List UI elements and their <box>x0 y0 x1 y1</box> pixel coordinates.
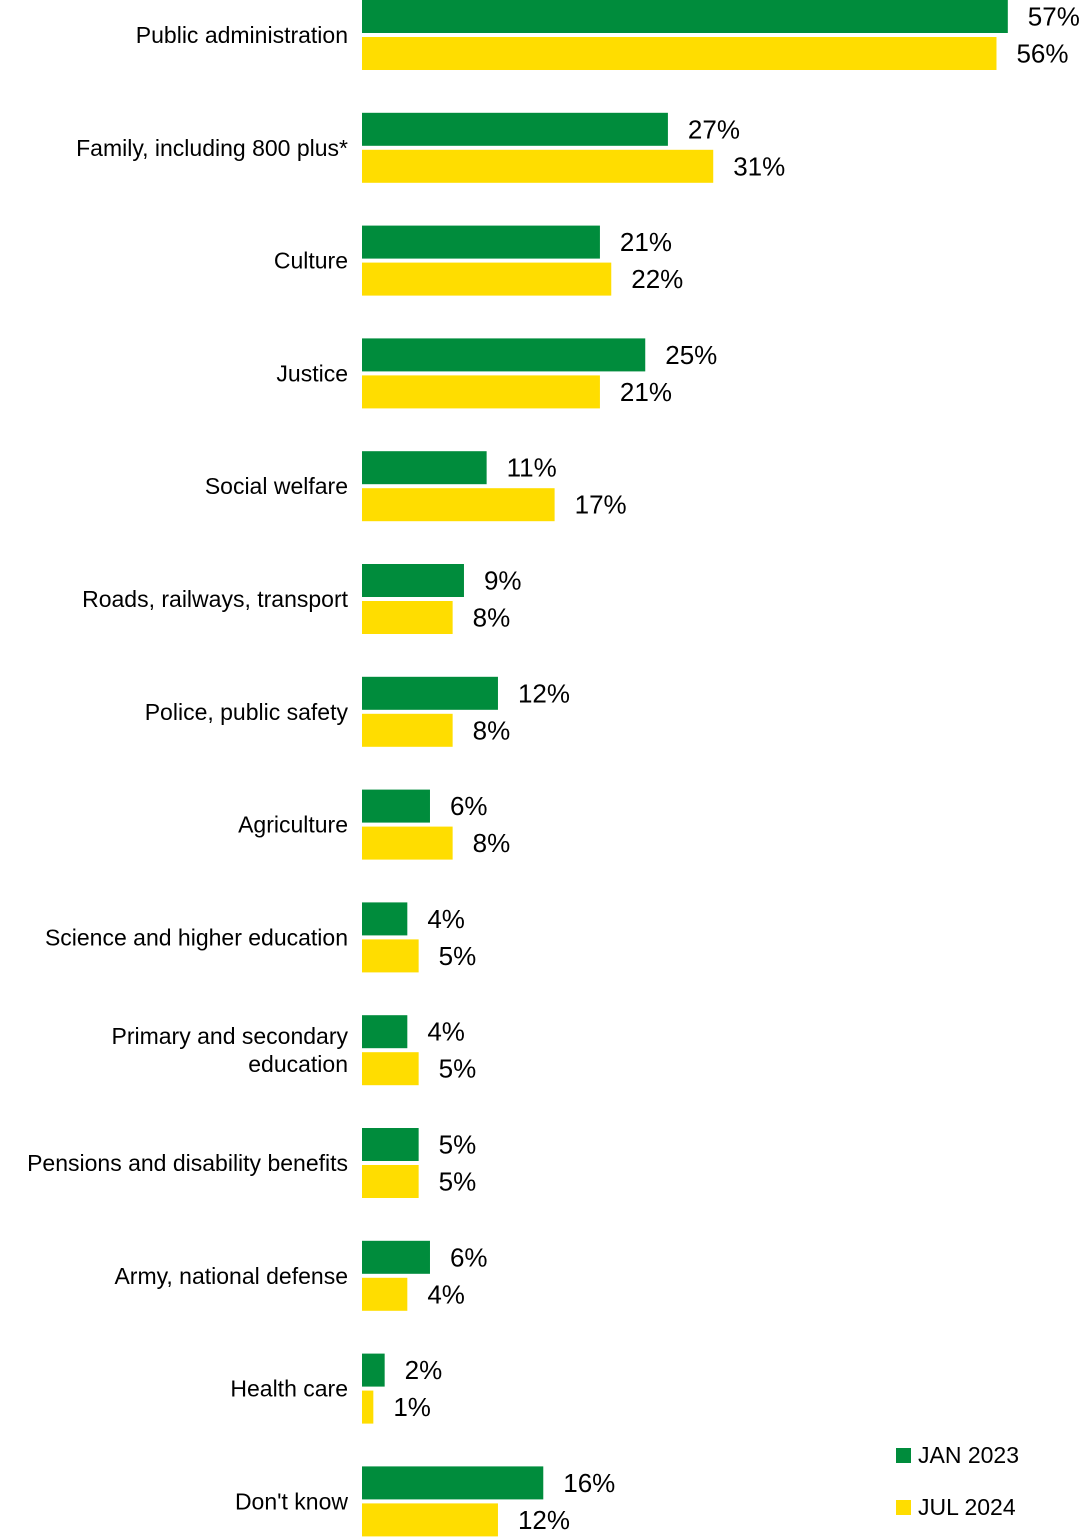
bar-jan-2023-culture <box>362 225 600 259</box>
value-label-jul-2024-pensions-and-disability-benefits: 5% <box>439 1167 477 1197</box>
bar-jul-2024-family-including-800-plus <box>362 149 714 183</box>
value-label-jan-2023-culture: 21% <box>620 227 672 257</box>
bar-jul-2024-police-public-safety <box>362 713 453 747</box>
category-label-don-t-know: Don't know <box>235 1488 348 1514</box>
bar-jul-2024-health-care <box>362 1390 374 1424</box>
value-label-jul-2024-health-care: 1% <box>393 1392 431 1422</box>
bar-jan-2023-science-and-higher-education <box>362 902 408 936</box>
value-label-jan-2023-don-t-know: 16% <box>563 1468 615 1498</box>
category-label-line: Roads, railways, transport <box>82 586 348 612</box>
bar-jan-2023-public-administration <box>362 0 1008 33</box>
category-label-line: education <box>248 1051 348 1077</box>
value-label-jan-2023-science-and-higher-education: 4% <box>427 904 465 934</box>
category-label-line: Don't know <box>235 1488 348 1514</box>
value-labels-layer: 57%56%27%31%21%22%25%21%11%17%9%8%12%8%6… <box>393 2 1080 1535</box>
category-label-health-care: Health care <box>230 1376 348 1402</box>
value-label-jan-2023-public-administration: 57% <box>1028 2 1080 32</box>
value-label-jan-2023-health-care: 2% <box>405 1355 443 1385</box>
category-label-line: Agriculture <box>238 812 348 838</box>
category-label-line: Army, national defense <box>114 1263 348 1289</box>
value-label-jul-2024-justice: 21% <box>620 377 672 407</box>
bar-jul-2024-public-administration <box>362 37 997 70</box>
category-label-line: Family, including 800 plus* <box>76 135 348 161</box>
bars-layer <box>362 0 1008 1537</box>
value-label-jan-2023-army-national-defense: 6% <box>450 1242 488 1272</box>
legend-swatch-jan-2023 <box>896 1448 911 1463</box>
value-label-jul-2024-family-including-800-plus: 31% <box>733 151 785 181</box>
bar-jul-2024-roads-railways-transport <box>362 601 453 634</box>
bar-jan-2023-social-welfare <box>362 451 487 485</box>
category-label-line: Police, public safety <box>145 699 349 725</box>
legend-label-jul-2024: JUL 2024 <box>918 1494 1016 1520</box>
value-label-jul-2024-social-welfare: 17% <box>575 490 627 520</box>
bar-jul-2024-culture <box>362 262 612 296</box>
value-label-jul-2024-primary-and-secondary-education: 5% <box>439 1054 477 1084</box>
category-label-line: Public administration <box>136 22 348 48</box>
category-label-public-administration: Public administration <box>136 22 348 48</box>
value-label-jul-2024-don-t-know: 12% <box>518 1505 570 1535</box>
bar-jul-2024-justice <box>362 375 600 409</box>
value-label-jan-2023-social-welfare: 11% <box>507 453 557 483</box>
value-label-jul-2024-roads-railways-transport: 8% <box>473 603 511 633</box>
legend-label-jan-2023: JAN 2023 <box>918 1442 1019 1468</box>
bar-jul-2024-army-national-defense <box>362 1277 408 1311</box>
value-label-jan-2023-roads-railways-transport: 9% <box>484 566 522 596</box>
category-label-line: Science and higher education <box>45 924 348 950</box>
category-label-social-welfare: Social welfare <box>205 473 348 499</box>
category-label-science-and-higher-education: Science and higher education <box>45 924 348 950</box>
category-labels-layer: Public administration Family, including 8… <box>27 22 349 1514</box>
category-label-line: Primary and secondary <box>112 1023 349 1049</box>
value-label-jan-2023-primary-and-secondary-education: 4% <box>427 1017 465 1047</box>
value-label-jul-2024-army-national-defense: 4% <box>427 1279 465 1309</box>
category-label-roads-railways-transport: Roads, railways, transport <box>82 586 348 612</box>
bar-jul-2024-social-welfare <box>362 488 555 522</box>
value-label-jul-2024-science-and-higher-education: 5% <box>439 941 477 971</box>
category-label-culture: Culture <box>274 248 348 274</box>
category-label-line: Health care <box>230 1376 348 1402</box>
bar-jul-2024-agriculture <box>362 826 453 860</box>
category-label-army-national-defense: Army, national defense <box>114 1263 348 1289</box>
bar-jul-2024-pensions-and-disability-benefits <box>362 1165 419 1198</box>
bar-jan-2023-police-public-safety <box>362 676 498 710</box>
bar-jul-2024-science-and-higher-education <box>362 939 419 973</box>
bar-jan-2023-don-t-know <box>362 1466 544 1500</box>
value-label-jul-2024-public-administration: 56% <box>1016 39 1068 69</box>
value-label-jan-2023-pensions-and-disability-benefits: 5% <box>439 1130 477 1160</box>
bar-jan-2023-family-including-800-plus <box>362 112 668 146</box>
bar-jan-2023-justice <box>362 338 646 372</box>
category-label-justice: Justice <box>276 360 348 386</box>
bar-jan-2023-roads-railways-transport <box>362 564 464 597</box>
category-label-line: Culture <box>274 248 348 274</box>
category-label-line: Pensions and disability benefits <box>27 1150 348 1176</box>
category-label-police-public-safety: Police, public safety <box>145 699 349 725</box>
value-label-jul-2024-culture: 22% <box>631 264 683 294</box>
bar-jul-2024-primary-and-secondary-education <box>362 1052 419 1086</box>
bar-jan-2023-health-care <box>362 1353 385 1387</box>
value-label-jul-2024-police-public-safety: 8% <box>473 715 511 745</box>
bar-jan-2023-agriculture <box>362 789 430 823</box>
category-label-primary-and-secondary-education: Primary and secondary education <box>112 1023 349 1077</box>
value-label-jan-2023-agriculture: 6% <box>450 791 488 821</box>
bar-jan-2023-primary-and-secondary-education <box>362 1015 408 1049</box>
value-label-jul-2024-agriculture: 8% <box>473 828 511 858</box>
legend-swatch-jul-2024 <box>896 1500 911 1515</box>
bar-jan-2023-army-national-defense <box>362 1240 430 1274</box>
value-label-jan-2023-family-including-800-plus: 27% <box>688 114 740 144</box>
bar-jan-2023-pensions-and-disability-benefits <box>362 1128 419 1161</box>
category-label-line: Justice <box>276 360 348 386</box>
bar-jul-2024-don-t-know <box>362 1503 498 1537</box>
legend: JAN 2023 JUL 2024 <box>896 1442 1019 1520</box>
category-label-agriculture: Agriculture <box>238 812 348 838</box>
category-label-pensions-and-disability-benefits: Pensions and disability benefits <box>27 1150 348 1176</box>
category-label-line: Social welfare <box>205 473 348 499</box>
value-label-jan-2023-justice: 25% <box>665 340 717 370</box>
category-label-family-including-800-plus: Family, including 800 plus* <box>76 135 348 161</box>
value-label-jan-2023-police-public-safety: 12% <box>518 678 570 708</box>
